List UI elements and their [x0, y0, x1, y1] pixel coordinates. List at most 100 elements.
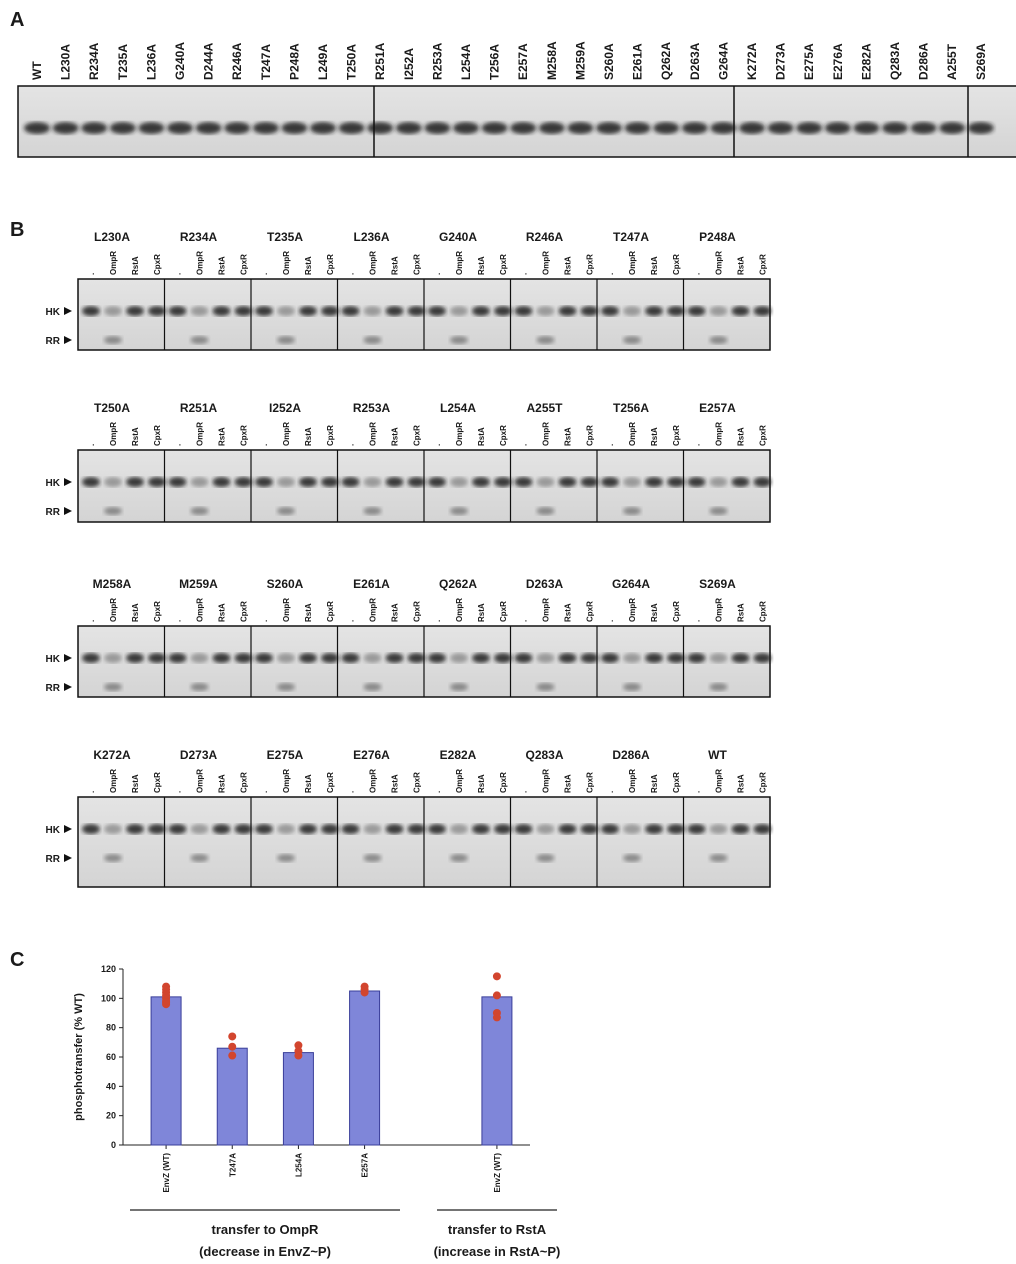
- lane-label: .: [347, 444, 356, 446]
- gel-band: [342, 477, 360, 487]
- gel-band: [688, 653, 706, 663]
- marker-arrow: [64, 825, 72, 833]
- lane-label: T250A: [345, 44, 359, 80]
- marker-arrow: [64, 683, 72, 691]
- lane-label: RstA: [218, 427, 227, 446]
- lane-label: RstA: [131, 603, 140, 622]
- lane-label: RstA: [477, 427, 486, 446]
- gel-band: [667, 653, 685, 663]
- lane-label: CpxR: [586, 772, 595, 793]
- lane-label: OmpR: [196, 251, 205, 275]
- gel-band: [645, 477, 663, 487]
- gel-band: [24, 122, 50, 134]
- lane-label: M258A: [545, 41, 559, 80]
- panel-title: E282A: [440, 748, 477, 762]
- gel-band: [515, 824, 533, 834]
- lane-label: CpxR: [240, 254, 249, 275]
- gel-band: [277, 824, 295, 834]
- gel-band: [581, 477, 599, 487]
- gel-band: [191, 653, 209, 663]
- lane-label: CpxR: [499, 254, 508, 275]
- lane-label: OmpR: [369, 769, 378, 793]
- lane-label: RstA: [391, 603, 400, 622]
- gel-band: [396, 122, 422, 134]
- gel-band: [825, 122, 851, 134]
- gel-band: [968, 122, 994, 134]
- lane-label: .: [693, 620, 702, 622]
- lane-label: OmpR: [282, 598, 291, 622]
- rr-label: RR: [46, 683, 61, 694]
- gel-band: [169, 306, 187, 316]
- gel-band: [601, 653, 619, 663]
- x-tick-label: T247A: [228, 1153, 237, 1177]
- gel-band: [191, 683, 209, 691]
- y-tick-label: 20: [106, 1111, 116, 1121]
- lane-label: .: [433, 620, 442, 622]
- y-tick-label: 120: [101, 964, 116, 974]
- lane-label: CpxR: [326, 254, 335, 275]
- gel-band: [191, 336, 209, 344]
- hk-label: HK: [46, 307, 61, 318]
- gel-band: [104, 824, 122, 834]
- gel-band: [253, 122, 279, 134]
- gel-band: [472, 824, 490, 834]
- lane-label: RstA: [564, 427, 573, 446]
- gel-band: [450, 653, 468, 663]
- gel-band: [364, 306, 382, 316]
- gel-band: [342, 653, 360, 663]
- lane-label: R234A: [87, 42, 101, 80]
- lane-label: OmpR: [715, 769, 724, 793]
- gel-band: [710, 306, 728, 316]
- panel-title: D273A: [180, 748, 218, 762]
- gel-band: [667, 306, 685, 316]
- lane-label: RstA: [564, 603, 573, 622]
- panel-title: M258A: [93, 577, 132, 591]
- gel-band: [559, 306, 577, 316]
- gel-band: [623, 683, 641, 691]
- gel-band: [342, 824, 360, 834]
- lane-label: D273A: [774, 42, 788, 80]
- lane-label: T247A: [259, 44, 273, 80]
- hk-label: HK: [46, 478, 61, 489]
- lane-label: RstA: [131, 427, 140, 446]
- lane-label: G240A: [173, 42, 187, 80]
- gel-band: [537, 854, 555, 862]
- marker-arrow: [64, 307, 72, 315]
- panel-title: M259A: [179, 577, 218, 591]
- gel-band: [235, 306, 253, 316]
- lane-label: .: [693, 444, 702, 446]
- gel-band: [688, 477, 706, 487]
- gel-band: [191, 507, 209, 515]
- panel-title: E276A: [353, 748, 390, 762]
- data-point: [228, 1032, 236, 1040]
- gel-band: [224, 122, 250, 134]
- lane-label: OmpR: [455, 251, 464, 275]
- lane-label: OmpR: [369, 422, 378, 446]
- lane-label: .: [87, 620, 96, 622]
- gel-band: [623, 507, 641, 515]
- gel-band: [732, 477, 750, 487]
- gel-band: [450, 824, 468, 834]
- panel-title: T250A: [94, 401, 130, 415]
- lane-label: CpxR: [672, 601, 681, 622]
- lane-label: OmpR: [369, 598, 378, 622]
- gel-band: [645, 824, 663, 834]
- gel-band: [732, 653, 750, 663]
- gel-band: [688, 824, 706, 834]
- gel-band: [104, 336, 122, 344]
- x-tick-label: EnvZ (WT): [162, 1153, 171, 1193]
- lane-label: CpxR: [240, 772, 249, 793]
- lane-label: .: [433, 273, 442, 275]
- gel-band: [104, 507, 122, 515]
- lane-label: OmpR: [369, 251, 378, 275]
- lane-label: OmpR: [282, 422, 291, 446]
- lane-label: RstA: [650, 603, 659, 622]
- gel-band: [472, 653, 490, 663]
- lane-label: RstA: [737, 427, 746, 446]
- gel-band: [191, 824, 209, 834]
- data-point: [162, 1000, 170, 1008]
- panel-title: R251A: [180, 401, 218, 415]
- lane-label: CpxR: [240, 425, 249, 446]
- gel-band: [386, 477, 404, 487]
- lane-label: CpxR: [586, 601, 595, 622]
